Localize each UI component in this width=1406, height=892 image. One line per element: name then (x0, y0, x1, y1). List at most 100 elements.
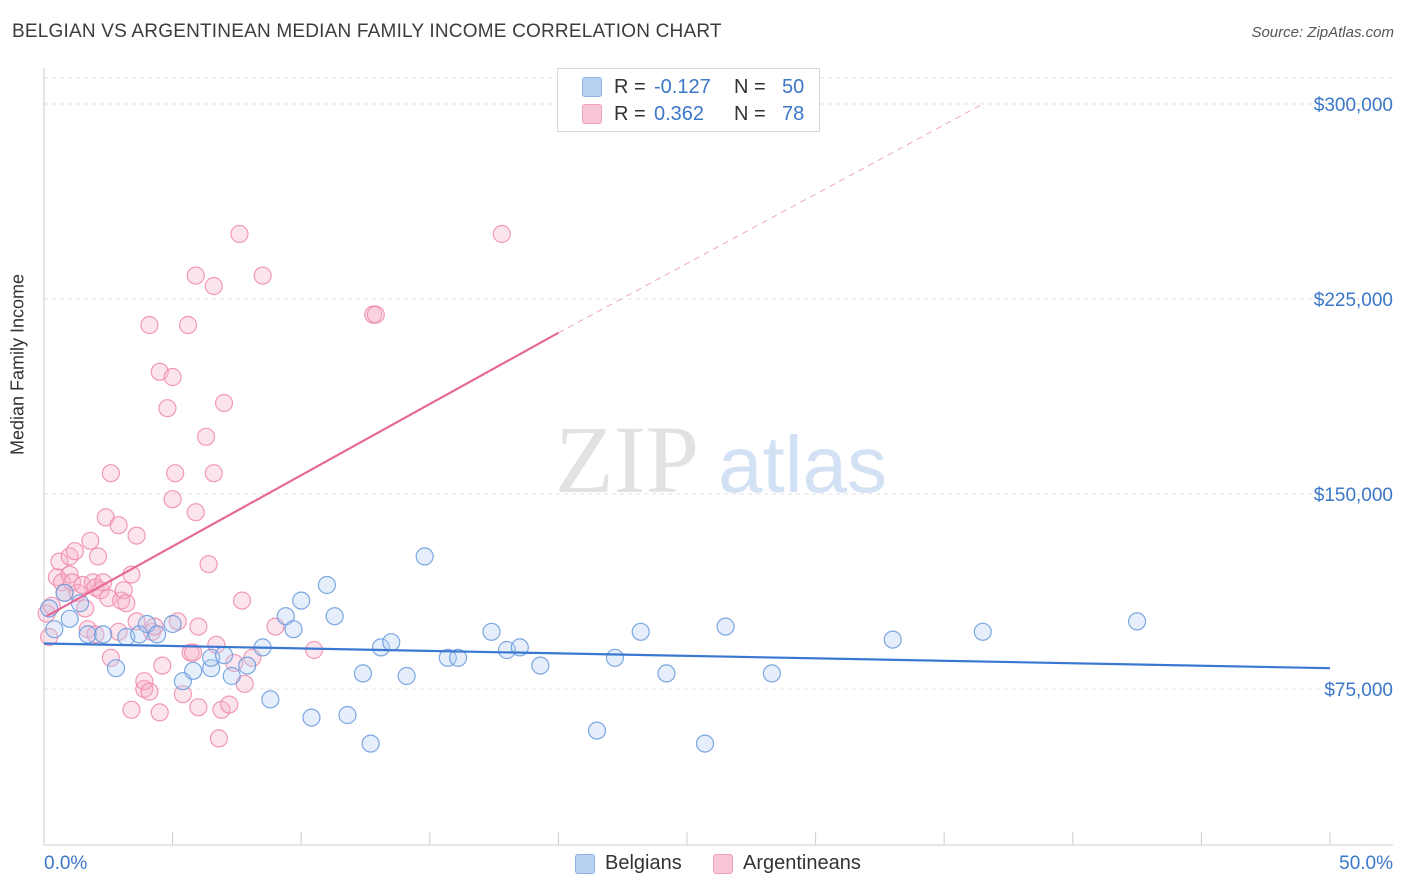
y-tick-label: $225,000 (1314, 290, 1393, 311)
belgian-point (202, 659, 221, 678)
belgians-swatch (582, 77, 602, 97)
belgian-point (657, 664, 676, 683)
y-tick-label: $75,000 (1324, 680, 1393, 701)
legend-item-argentineans[interactable]: Argentineans (713, 852, 861, 875)
argentinean-point (135, 679, 154, 699)
belgian-point (631, 622, 650, 641)
belgian-point (338, 705, 357, 725)
belgian-point (60, 609, 79, 628)
argentinean-point (253, 266, 272, 285)
belgian-point (531, 656, 550, 675)
argentinean-point (184, 643, 203, 662)
argentinean-point (117, 594, 136, 613)
argentinean-point (168, 612, 187, 631)
r-value: -0.127 (654, 75, 711, 98)
argentinean-point (214, 393, 234, 413)
argentineans-swatch (713, 853, 733, 874)
argentinean-point (52, 573, 72, 592)
trend-lines (43, 103, 1331, 670)
argentinean-point (189, 617, 208, 636)
n-value: 78 (782, 102, 805, 125)
legend-row-argentineans: R = 0.362 N = 78 (582, 101, 804, 127)
y-tick-label: $150,000 (1314, 485, 1393, 506)
argentinean-point (150, 703, 169, 722)
belgian-point (292, 591, 311, 610)
argentinean-point (220, 695, 239, 714)
legend-label-belgians: Belgians (605, 852, 682, 874)
legend-item-belgians[interactable]: Belgians (575, 852, 682, 875)
argentinean-point (186, 266, 205, 285)
belgian-point (482, 622, 501, 641)
argentinean-point (230, 224, 249, 244)
belgian-point (448, 648, 468, 667)
belgian-point (695, 734, 715, 753)
source-label: Source: ZipAtlas.com (1251, 24, 1394, 41)
belgians-points (40, 547, 1147, 753)
axes (43, 68, 1393, 846)
argentineans-trend-line (46, 331, 559, 618)
argentinean-point (50, 552, 69, 571)
watermark-zip: ZIP (555, 406, 699, 513)
belgian-point (106, 659, 126, 678)
argentinean-point (186, 503, 205, 522)
belgian-point (587, 721, 607, 740)
argentinean-point (65, 542, 84, 561)
argentinean-point (140, 682, 159, 701)
argentinean-point (163, 490, 182, 509)
belgian-point (716, 617, 735, 636)
belgian-point (1127, 612, 1147, 631)
r-label: R = (614, 75, 646, 98)
belgian-point (317, 575, 337, 595)
belgian-point (55, 583, 74, 602)
belgian-point (361, 734, 380, 753)
belgian-point (382, 633, 401, 652)
argentinean-point (304, 640, 324, 660)
argentinean-point (60, 547, 79, 566)
argentinean-point (101, 464, 120, 483)
argentinean-point (81, 531, 100, 550)
belgian-point (302, 708, 321, 727)
argentineans-trend-extension (558, 103, 984, 334)
belgians-swatch (575, 853, 595, 874)
argentinean-point (492, 224, 511, 244)
watermark: ZIP atlas (555, 406, 887, 513)
belgians-trend-line (43, 642, 1331, 670)
belgian-point (222, 666, 241, 686)
belgian-point (78, 625, 97, 644)
belgian-point (284, 620, 303, 639)
argentinean-point (189, 698, 208, 717)
argentinean-point (204, 276, 223, 296)
belgian-point (415, 547, 434, 566)
x-tick-label: 50.0% (1339, 853, 1393, 874)
argentinean-point (101, 648, 120, 667)
belgian-point (261, 690, 280, 709)
belgian-point (371, 638, 391, 657)
belgian-point (438, 648, 457, 667)
belgian-point (973, 622, 992, 641)
belgian-point (605, 648, 625, 667)
chart-title: BELGIAN VS ARGENTINEAN MEDIAN FAMILY INC… (12, 21, 722, 42)
correlation-legend: R = -0.127 N = 50 R = 0.362 N = 78 (557, 68, 820, 132)
belgian-point (163, 614, 182, 634)
belgian-point (94, 625, 113, 644)
belgian-point (353, 664, 373, 683)
argentinean-point (158, 399, 177, 418)
argentinean-point (109, 516, 128, 535)
tick-labels: $75,000 $150,000 $225,000 $300,000 0.0% 50.0% (44, 95, 1393, 874)
argentinean-point (140, 315, 159, 335)
argentinean-point (135, 672, 154, 691)
argentinean-point (122, 700, 141, 719)
argentinean-point (204, 464, 223, 483)
belgian-point (325, 607, 344, 626)
belgian-point (214, 646, 234, 665)
watermark-atlas: atlas (718, 420, 887, 509)
legend-label-argentineans: Argentineans (743, 852, 861, 874)
belgian-point (148, 625, 167, 644)
y-tick-label: $300,000 (1314, 95, 1393, 116)
belgian-point (45, 620, 64, 639)
argentinean-point (199, 555, 218, 574)
argentinean-point (76, 599, 95, 618)
belgian-point (397, 666, 416, 686)
argentinean-point (196, 427, 216, 446)
